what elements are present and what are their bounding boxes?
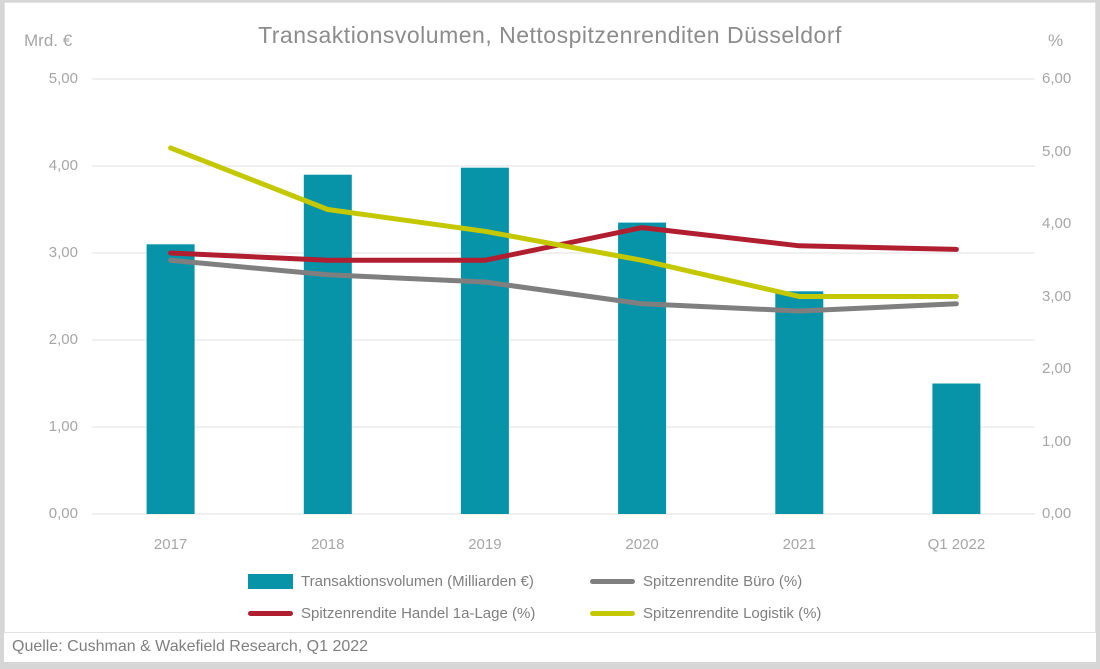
axis-tick: 2020 [625, 536, 659, 553]
axis-tick: 5,00 [48, 70, 78, 87]
axis-tick: 2,00 [48, 331, 78, 348]
legend-label: Spitzenrendite Logistik (%) [643, 604, 822, 622]
line-series [168, 257, 959, 314]
line-swatch-icon [590, 578, 635, 584]
bar [460, 167, 509, 514]
axis-tick: 0,00 [1042, 505, 1072, 522]
axis-tick: 1,00 [48, 418, 78, 435]
axis-tick: 2021 [782, 536, 816, 553]
legend-item-transaktionsvolumen: Transaktionsvolumen (Milliarden €) [248, 572, 534, 590]
axis-tick: 3,00 [1042, 287, 1072, 305]
axis-tick: 4,00 [48, 157, 78, 174]
legend-item-handel: Spitzenrendite Handel 1a-Lage (%) [248, 604, 535, 622]
axis-tick: 2019 [468, 536, 502, 553]
legend-label: Transaktionsvolumen (Milliarden €) [301, 572, 534, 590]
axis-tick: Q1 2022 [927, 536, 986, 553]
left-axis-unit-label: Mrd. € [24, 31, 73, 50]
line-series [168, 145, 959, 299]
axis-tick: 0,00 [48, 505, 78, 522]
axis-tick: 2018 [311, 536, 345, 553]
legend-label: Spitzenrendite Büro (%) [643, 572, 803, 590]
axis-tick: 3,00 [48, 244, 78, 261]
axis-tick: 5,00 [1042, 142, 1072, 160]
axis-tick: 1,00 [1042, 432, 1072, 450]
axis-tick: 6,00 [1042, 70, 1072, 87]
legend-label: Spitzenrendite Handel 1a-Lage (%) [301, 604, 536, 622]
bar [618, 222, 667, 514]
axis-tick: 4,00 [1042, 215, 1072, 232]
bar [932, 383, 981, 514]
source-note: Quelle: Cushman & Wakefield Research, Q1… [12, 638, 369, 655]
right-axis-unit-label: % [1048, 31, 1064, 50]
footer-bar: Quelle: Cushman & Wakefield Research, Q1… [4, 633, 1096, 662]
bar [775, 291, 824, 514]
bar [146, 244, 195, 515]
legend-item-logistik: Spitzenrendite Logistik (%) [590, 604, 821, 622]
chart-title: Transaktionsvolumen, Nettospitzenrendite… [258, 22, 842, 48]
axis-tick: 2017 [153, 536, 188, 553]
bar [303, 174, 352, 514]
legend-item-buero: Spitzenrendite Büro (%) [590, 572, 802, 590]
line-swatch-icon [248, 610, 293, 616]
bar-swatch-icon [248, 573, 293, 589]
line-swatch-icon [590, 610, 635, 616]
axis-tick: 2,00 [1042, 360, 1072, 377]
